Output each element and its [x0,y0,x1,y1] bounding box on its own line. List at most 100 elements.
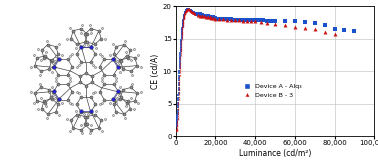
Point [174,119,180,122]
Point [92,43,98,46]
Point [188,10,194,12]
Point [178,45,184,48]
Point [99,27,105,29]
Point [97,103,103,106]
Point [211,16,217,19]
Point [189,10,195,12]
Point [110,98,116,101]
Point [232,19,238,21]
Point [302,21,308,23]
Point [92,113,98,116]
Point [192,12,198,14]
Point [200,14,206,17]
Point [179,30,185,33]
Point [93,110,99,112]
Point [192,12,198,15]
Point [114,97,120,99]
Point [178,40,184,42]
Point [177,78,183,81]
Point [186,8,192,10]
Point [85,43,91,46]
Point [341,29,347,32]
Point [175,115,181,118]
Point [88,95,94,98]
Point [52,97,58,99]
Point [51,90,57,93]
Point [188,9,194,12]
Point [191,12,197,14]
Point [38,86,44,89]
Point [181,17,187,20]
Point [31,54,37,57]
Point [128,70,134,73]
Point [177,57,183,60]
Point [180,22,186,24]
Point [178,46,184,49]
Point [98,119,104,122]
Point [181,16,187,18]
Point [189,10,195,12]
Point [53,77,59,79]
Point [111,73,117,76]
Point [175,109,181,111]
Point [32,92,38,94]
Point [188,9,194,12]
Point [110,43,116,45]
Point [181,15,187,17]
Point [87,132,93,135]
Point [175,104,181,106]
Point [190,10,196,13]
Point [174,125,180,128]
Point [244,19,250,22]
Point [181,13,187,16]
Point [212,17,218,19]
Point [175,112,181,115]
Point [176,84,182,87]
Point [111,98,117,101]
Point [187,9,193,11]
Point [192,13,198,15]
Point [174,125,180,128]
Point [179,32,185,35]
Point [174,124,180,126]
Point [177,67,183,69]
Point [178,48,184,51]
Point [55,83,61,86]
Point [187,9,193,11]
Point [107,102,113,105]
Point [183,9,189,12]
Point [121,43,127,46]
Point [182,12,188,15]
Point [183,9,189,12]
Point [77,75,84,78]
Point [228,18,234,21]
Point [180,24,186,26]
Point [186,8,192,11]
Point [187,9,193,11]
Point [37,73,43,76]
Point [184,8,190,11]
Point [175,101,181,104]
Point [179,34,185,37]
Point [187,9,194,12]
Point [191,12,197,14]
Point [206,16,212,19]
Point [180,20,186,23]
Point [187,9,194,12]
Point [268,19,274,22]
Point [122,116,128,119]
Point [190,10,196,13]
Point [236,19,242,21]
Point [84,33,90,36]
Point [101,98,107,101]
Point [183,10,189,12]
Point [175,103,181,105]
Point [52,59,58,62]
Point [179,31,185,34]
Point [55,103,61,106]
Point [178,37,184,40]
Point [74,43,80,46]
Point [175,96,181,99]
Point [182,12,188,14]
Point [184,9,190,11]
